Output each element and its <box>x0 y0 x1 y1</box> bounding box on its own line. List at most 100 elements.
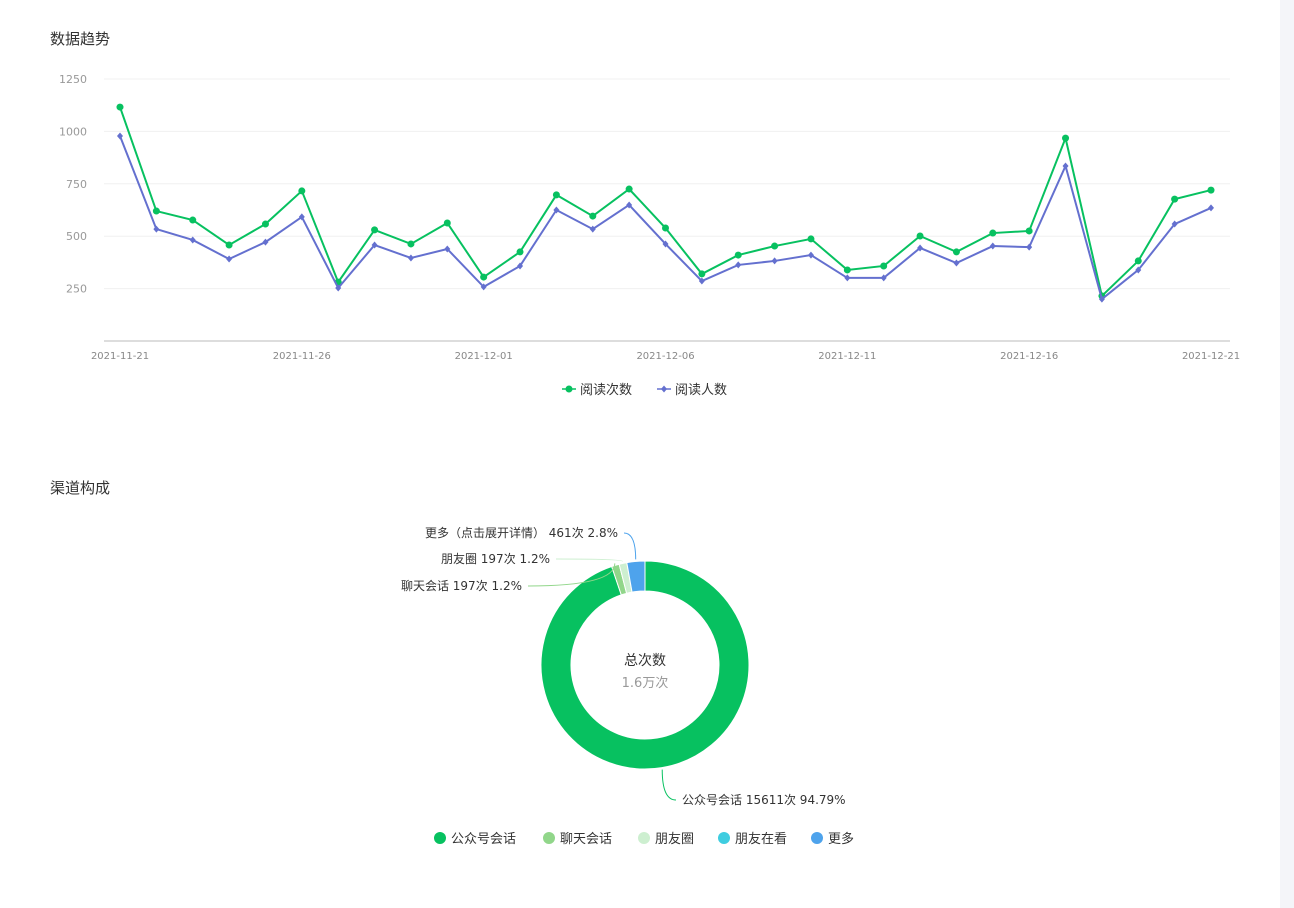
slice-label: 聊天会话 197次 1.2% <box>401 579 522 593</box>
data-point <box>443 219 451 227</box>
data-point <box>298 213 305 221</box>
pie-slice-0[interactable] <box>540 560 750 770</box>
label-leader-line <box>555 558 624 562</box>
series-line-1 <box>119 135 1212 301</box>
label-leader-line <box>527 563 616 587</box>
data-point <box>1025 227 1033 235</box>
legend-label[interactable]: 聊天会话 <box>560 832 612 847</box>
data-point <box>952 248 960 256</box>
data-point <box>589 212 597 220</box>
data-point <box>225 241 233 249</box>
data-point <box>117 132 123 140</box>
legend-label[interactable]: 朋友在看 <box>735 831 787 847</box>
legend-marker <box>661 385 667 393</box>
data-point <box>226 255 233 263</box>
data-point <box>916 232 924 240</box>
legend-label[interactable]: 朋友圈 <box>655 831 694 847</box>
y-tick-label: 1250 <box>59 73 87 86</box>
label-leader-line <box>623 532 637 560</box>
data-point <box>771 242 779 250</box>
data-point <box>625 185 633 193</box>
label-leader-line <box>661 769 677 801</box>
data-point <box>626 201 633 209</box>
slice-label: 朋友圈 197次 1.2% <box>441 552 550 566</box>
data-point <box>1062 134 1070 142</box>
legend-marker[interactable] <box>811 832 823 844</box>
data-point <box>589 225 596 233</box>
data-point <box>880 274 887 282</box>
data-point <box>480 273 488 281</box>
data-point <box>662 240 669 248</box>
data-point <box>1134 257 1142 265</box>
data-point <box>807 235 815 243</box>
data-point <box>1026 243 1033 251</box>
data-point <box>552 191 560 199</box>
x-tick-label: 2021-11-21 <box>91 351 149 362</box>
legend-marker[interactable] <box>718 832 730 844</box>
legend-marker[interactable] <box>434 832 446 844</box>
data-point <box>1171 195 1179 203</box>
data-point <box>189 236 196 244</box>
data-point <box>444 245 451 253</box>
data-point <box>261 220 269 228</box>
data-point <box>989 229 997 237</box>
y-tick-label: 250 <box>66 283 87 296</box>
data-point <box>771 257 778 265</box>
y-tick-label: 500 <box>66 230 87 243</box>
series-line-0 <box>119 106 1212 298</box>
data-point <box>371 241 378 249</box>
data-point <box>1135 266 1142 274</box>
data-point <box>189 216 197 224</box>
x-tick-label: 2021-12-21 <box>1182 351 1240 362</box>
legend-marker[interactable] <box>543 832 555 844</box>
x-tick-label: 2021-12-06 <box>636 351 694 362</box>
data-point <box>335 284 342 292</box>
data-point <box>844 274 851 282</box>
data-point <box>698 277 705 285</box>
data-point <box>371 226 379 234</box>
data-point <box>1062 162 1069 170</box>
data-point <box>953 259 960 267</box>
x-tick-label: 2021-12-16 <box>1000 351 1058 362</box>
legend-label[interactable]: 更多 <box>828 831 854 847</box>
data-point <box>407 240 415 248</box>
data-point <box>734 251 742 259</box>
data-point <box>698 270 706 278</box>
y-tick-label: 750 <box>66 178 87 191</box>
data-point <box>480 283 487 291</box>
x-tick-label: 2021-12-11 <box>818 351 876 362</box>
data-point <box>517 262 524 270</box>
data-point <box>116 103 124 111</box>
data-point <box>735 261 742 269</box>
data-point <box>1171 220 1178 228</box>
slice-label: 更多（点击展开详情） 461次 2.8% <box>425 525 618 540</box>
data-point <box>807 251 814 259</box>
legend-label[interactable]: 公众号会话 <box>451 832 516 847</box>
data-point <box>1208 204 1214 212</box>
pie-slice-4[interactable] <box>626 560 646 593</box>
center-value: 1.6万次 <box>622 675 669 691</box>
legend-marker[interactable] <box>638 832 650 844</box>
data-point <box>262 238 269 246</box>
data-point <box>298 187 306 195</box>
data-point <box>153 225 160 233</box>
trend-title: 数据趋势 <box>50 30 111 48</box>
data-point <box>917 244 924 252</box>
data-point <box>662 224 669 232</box>
legend-marker <box>565 385 573 393</box>
y-tick-label: 1000 <box>59 125 87 138</box>
data-point <box>880 262 888 270</box>
data-point <box>843 266 851 274</box>
data-point <box>1098 295 1105 303</box>
data-point <box>152 207 160 215</box>
data-point <box>553 206 560 214</box>
data-point <box>1207 186 1215 194</box>
x-tick-label: 2021-11-26 <box>273 351 331 362</box>
data-point <box>407 254 414 262</box>
x-tick-label: 2021-12-01 <box>455 351 513 362</box>
legend-label: 阅读人数 <box>675 383 727 398</box>
center-label: 总次数 <box>624 653 666 669</box>
legend-label: 阅读次数 <box>580 382 632 398</box>
